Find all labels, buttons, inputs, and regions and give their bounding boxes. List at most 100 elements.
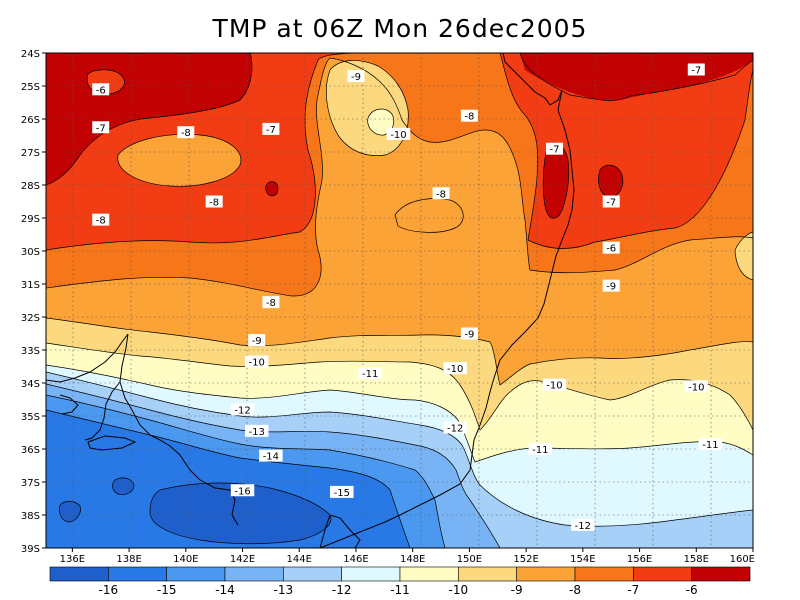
lat-label: 33S (21, 346, 40, 357)
lon-label: 138E (116, 554, 141, 565)
band-ge-m6-coast (543, 143, 569, 219)
contour-label-text: -10 (249, 358, 265, 369)
contour-label-box (571, 518, 595, 531)
contour-m10-island (367, 108, 395, 136)
contour-label: -16 (230, 484, 255, 497)
contour-label-box (262, 122, 280, 135)
contour-label-text: -8 (96, 216, 106, 227)
band-m9-island-center (395, 198, 464, 233)
contour-label: -7 (602, 195, 620, 209)
contour-m12 (46, 364, 753, 463)
map-title: TMP at 06Z Mon 26dec2005 (212, 14, 588, 43)
colorbar-swatch (516, 566, 576, 582)
contour-label: -7 (545, 142, 563, 156)
contour-label-box (205, 195, 223, 208)
contour-label-text: -12 (575, 521, 591, 532)
contour-label-text: -8 (436, 189, 446, 200)
contour-label-text: -9 (351, 72, 361, 83)
contour-label-text: -12 (234, 405, 250, 416)
colorbar-swatch (283, 566, 342, 582)
contour-label-box (460, 327, 478, 340)
contour-label-box (244, 424, 269, 437)
contour-label-box (244, 355, 269, 368)
contour-label: -8 (262, 296, 280, 309)
contour-label: -14 (259, 449, 283, 463)
band-lt-m16 (150, 483, 331, 544)
contour-label: -8 (177, 126, 195, 139)
band-ge-m6-spot2 (265, 181, 278, 196)
contour-label: -10 (684, 380, 709, 393)
lat-label: 36S (21, 445, 40, 456)
contour-label-box (177, 126, 195, 139)
temperature-field (46, 53, 753, 548)
coastline-yorke (59, 394, 79, 415)
band-lt-m16-3 (112, 477, 134, 495)
contour-m16-patch-3 (112, 477, 135, 495)
contour-lines (46, 53, 753, 548)
contour-label-text: -10 (390, 130, 406, 141)
contour-label-text: -10 (688, 382, 704, 393)
colorbar-label: -10 (449, 583, 469, 597)
contour-label-text: -6 (96, 85, 106, 96)
lon-label: 136E (60, 554, 85, 565)
contour-label-text: -12 (447, 424, 463, 435)
contour-m6-spot2 (265, 181, 279, 197)
contour-label-text: -8 (209, 198, 219, 209)
contour-label-text: -13 (249, 427, 265, 438)
contour-label-text: -14 (263, 452, 279, 463)
contour-m9 (46, 57, 753, 297)
lon-label: 160E (730, 554, 755, 565)
contour-label-box (602, 279, 620, 292)
contour-label: -9 (602, 279, 620, 293)
contour-label: -11 (528, 443, 553, 456)
contour-label-box (602, 195, 620, 208)
lon-label: 142E (230, 554, 255, 565)
contour-labels: -6 -7 -8 -7 -9 -10 -8 -7 -7 -8 -8 -7 -8 -6 -9 -8 -9 -9 -10… (92, 63, 723, 532)
contour-label-box (443, 362, 467, 375)
contour-label-text: -7 (606, 198, 616, 209)
lat-label: 39S (21, 544, 40, 555)
colorbar-swatch (458, 566, 517, 582)
colorbar-swatch (399, 566, 459, 582)
contour-label-text: -7 (96, 123, 106, 134)
contour-label: -9 (248, 334, 266, 347)
lat-label: 29S (21, 214, 40, 225)
contour-label-text: -6 (606, 244, 616, 255)
contour-m14 (46, 383, 501, 548)
contour-label-box (443, 421, 467, 434)
contour-label: -7 (262, 122, 280, 136)
map-axes: 24S 25S 26S 27S 28S 29S 30S 31S 32S 33S 34S 35S 36S 3… (21, 49, 755, 565)
contour-label-text: -8 (181, 128, 191, 139)
contour-label-box (542, 378, 567, 391)
colorbar-label: -6 (686, 583, 698, 597)
contour-label-box (528, 443, 553, 455)
contour-label-box (230, 484, 255, 497)
contour-label: -15 (330, 485, 354, 499)
contour-label-text: -11 (362, 369, 378, 380)
lat-label: 25S (21, 82, 40, 93)
contour-label-text: -16 (234, 486, 250, 497)
contour-label: -10 (386, 127, 411, 141)
lat-label: 31S (21, 280, 40, 291)
contour-label: -10 (542, 378, 567, 392)
colorbar-label: -7 (627, 583, 639, 597)
colorbar-swatch (108, 566, 167, 582)
contour-m11 (46, 342, 753, 431)
lon-label: 150E (457, 554, 482, 565)
contour-label-box (92, 83, 110, 96)
contour-label: -6 (92, 83, 110, 96)
colorbar-label: -8 (569, 583, 581, 597)
contour-label-text: -8 (464, 112, 474, 123)
lon-label: 154E (570, 554, 595, 565)
contour-label-text: -9 (464, 330, 474, 341)
colorbar-swatch (224, 566, 284, 582)
lat-label: 30S (21, 247, 40, 258)
contour-label: -10 (244, 355, 269, 369)
contour-label-box (545, 142, 563, 155)
contour-label-text: -8 (266, 298, 276, 309)
coastline-victoria (319, 514, 361, 548)
lat-label: 28S (21, 181, 40, 192)
contour-label: -13 (244, 424, 269, 438)
contour-label: -7 (687, 63, 705, 77)
